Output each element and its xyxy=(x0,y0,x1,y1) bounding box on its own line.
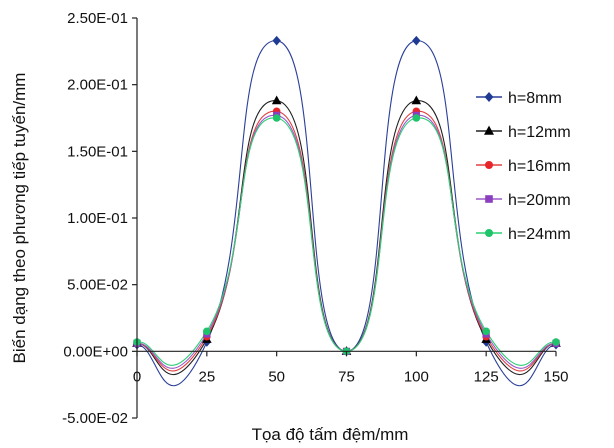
legend-marker xyxy=(484,92,494,102)
data-point xyxy=(552,338,560,346)
y-tick-label: 0.00E+00 xyxy=(63,343,128,360)
x-axis-title: Tọa độ tấm đệm/mm xyxy=(252,425,409,444)
x-tick-label: 50 xyxy=(268,368,285,385)
series-line xyxy=(136,117,557,366)
data-point xyxy=(272,114,281,122)
x-tick-label: 75 xyxy=(338,368,355,385)
data-point xyxy=(271,95,282,105)
legend: h=8mm h=12mm h=16mm h=20mm h=24mm xyxy=(476,90,571,243)
legend-marker xyxy=(485,195,493,203)
x-tick-label: 100 xyxy=(404,368,429,385)
series-line xyxy=(136,40,557,387)
x-axis-ticks: 0 25 50 75 100 125 150 xyxy=(133,351,569,385)
legend-entry-label: h=16mm xyxy=(508,158,571,175)
legend-marker xyxy=(485,161,493,169)
series-line xyxy=(136,114,557,369)
legend-entry-label: h=20mm xyxy=(508,192,571,209)
axes xyxy=(136,18,556,418)
y-tick-label: 5.00E-02 xyxy=(67,277,128,294)
legend-entry-label: h=12mm xyxy=(508,124,571,141)
y-tick-label: 1.00E-01 xyxy=(67,210,128,227)
x-tick-label: 25 xyxy=(198,368,215,385)
y-tick-label: 1.50E-01 xyxy=(67,143,128,160)
y-tick-label: 2.00E-01 xyxy=(67,77,128,94)
x-tick-label: 0 xyxy=(133,368,141,385)
y-axis-ticks: -5.00E-02 0.00E+00 5.00E-02 1.00E-01 1.50E-0… xyxy=(62,10,137,427)
data-point xyxy=(482,327,490,336)
y-axis-title: Biến dạng theo phương tiếp tuyến/mm xyxy=(10,73,29,364)
y-tick-label: 2.50E-01 xyxy=(67,10,128,27)
x-tick-label: 150 xyxy=(543,368,568,385)
data-point xyxy=(272,35,281,46)
y-tick-label: -5.00E-02 xyxy=(62,410,128,427)
data-point xyxy=(203,327,211,336)
data-point xyxy=(412,114,421,122)
legend-marker xyxy=(485,229,493,237)
data-point xyxy=(411,95,422,105)
x-tick-label: 125 xyxy=(474,368,499,385)
data-point xyxy=(412,35,421,46)
series-line xyxy=(136,110,557,372)
legend-entry-label: h=8mm xyxy=(508,90,562,107)
plot-markers xyxy=(132,35,561,357)
legend-marker xyxy=(484,125,494,135)
series-line xyxy=(136,100,557,376)
plot-curves xyxy=(136,40,557,387)
legend-entry-label: h=24mm xyxy=(508,226,571,243)
